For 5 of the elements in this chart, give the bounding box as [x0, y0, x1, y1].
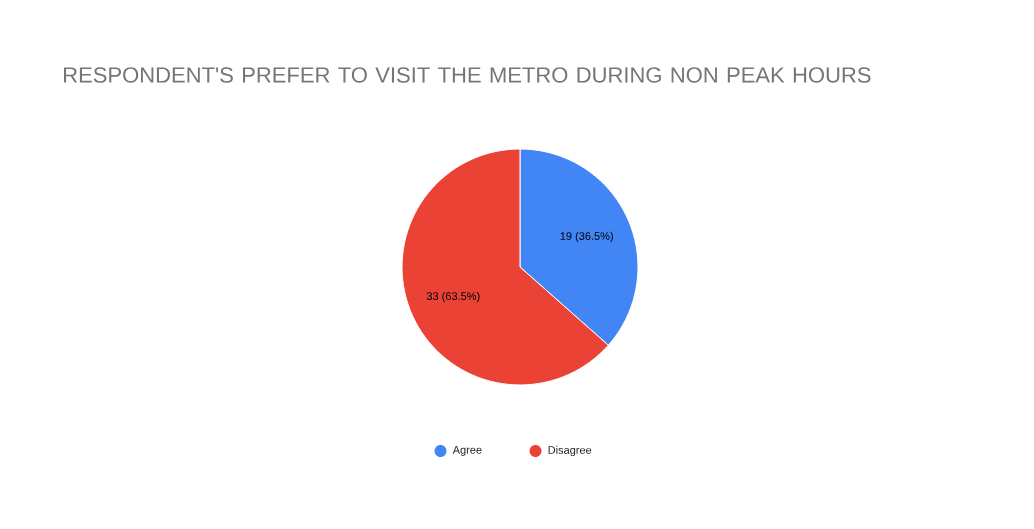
legend-label: Disagree — [548, 445, 592, 457]
data-label: 33 (63.5%) — [426, 291, 480, 303]
chart-title: RESPONDENT'S PREFER TO VISIT THE METRO DURING NON PEAK HOURS — [64, 67, 871, 83]
data-label: 19 (36.5%) — [560, 231, 613, 243]
legend-label: Agree — [452, 446, 482, 456]
